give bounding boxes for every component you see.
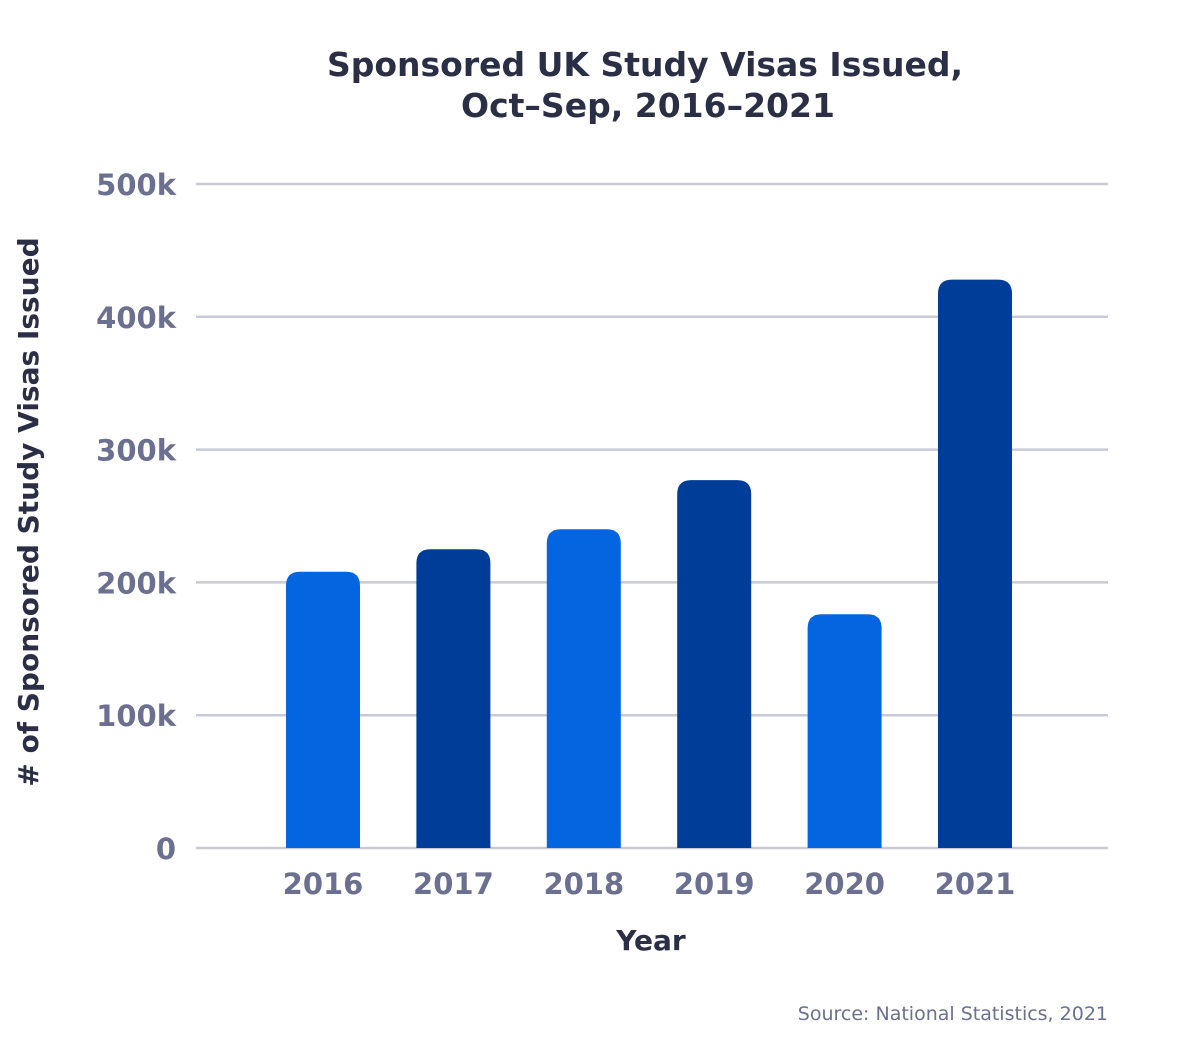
y-tick-label: 300k — [96, 434, 177, 468]
x-tick-label: 2017 — [413, 867, 494, 901]
bar-2017 — [416, 549, 491, 848]
x-tick-label: 2016 — [283, 867, 364, 901]
x-tick-label: 2019 — [674, 867, 755, 901]
y-tick-label: 200k — [96, 566, 177, 600]
x-tick-label: 2021 — [935, 867, 1016, 901]
x-tick-label: 2020 — [804, 867, 885, 901]
chart-title-line-1: Sponsored UK Study Visas Issued, — [327, 45, 963, 84]
bar-2018 — [546, 529, 621, 848]
bar-2021 — [938, 279, 1012, 849]
bar-2016 — [286, 571, 360, 848]
bar-2019 — [677, 480, 752, 848]
y-tick-label: 500k — [96, 168, 177, 202]
y-tick-label: 0 — [156, 832, 176, 866]
y-tick-label: 400k — [96, 301, 177, 335]
source-note: Source: National Statistics, 2021 — [798, 1003, 1108, 1025]
chart-title-line-2: Oct–Sep, 2016–2021 — [461, 86, 835, 125]
y-axis-label: # of Sponsored Study Visas Issued — [12, 237, 45, 786]
x-axis-label: Year — [615, 924, 686, 957]
y-tick-label: 100k — [96, 699, 177, 733]
x-tick-label: 2018 — [543, 867, 624, 901]
bar-2020 — [807, 614, 882, 848]
